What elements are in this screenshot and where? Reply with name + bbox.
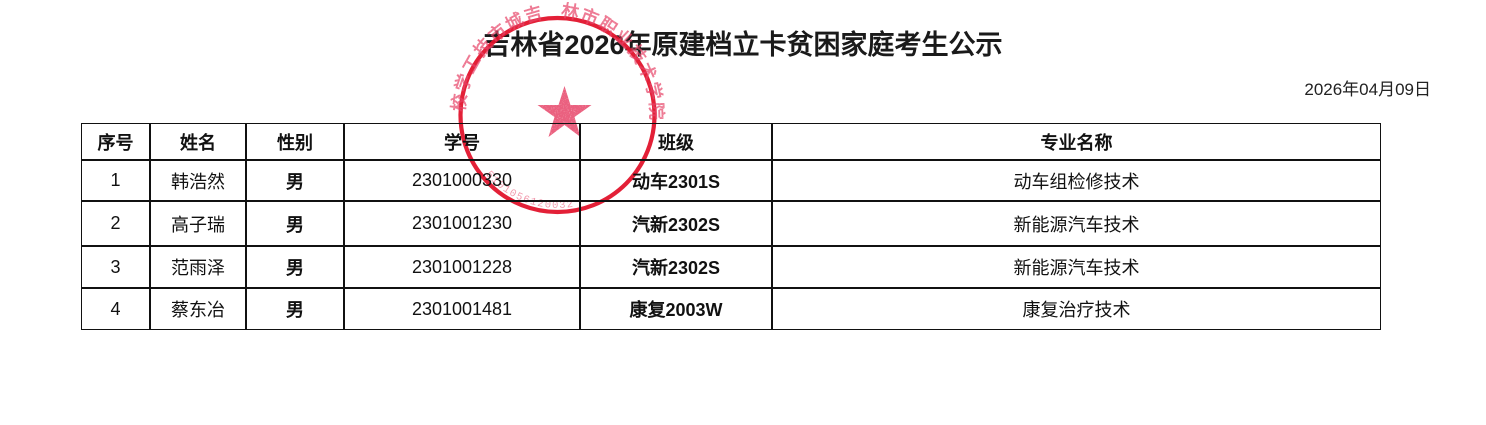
svg-text:校学工技市城吉: 校学工技市城吉 xyxy=(448,2,546,113)
svg-text:林市职业技术学院: 林市职业技术学院 xyxy=(560,2,667,122)
